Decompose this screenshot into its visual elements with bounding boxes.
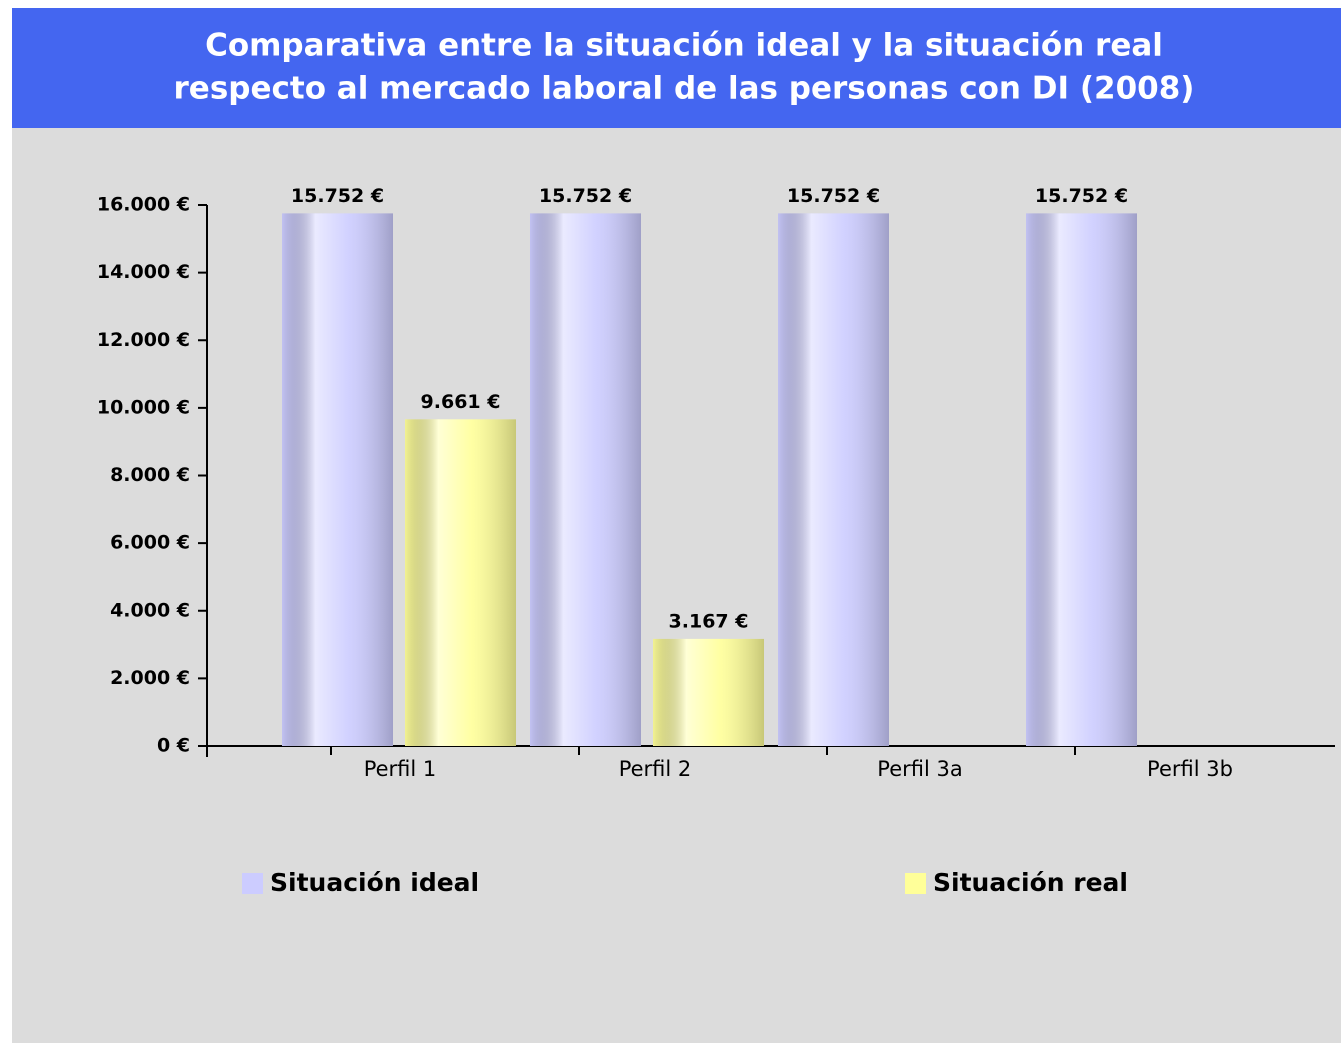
chart-title: Comparativa entre la situación ideal y l… bbox=[205, 28, 1163, 64]
legend-swatch bbox=[242, 873, 263, 894]
x-tick-label: Perfil 3a bbox=[877, 757, 962, 781]
data-label: 15.752 € bbox=[291, 185, 384, 207]
bar-shade bbox=[653, 638, 764, 746]
y-tick-label: 14.000 € bbox=[97, 261, 190, 283]
y-tick-label: 16.000 € bbox=[97, 194, 190, 216]
data-label: 3.167 € bbox=[669, 610, 749, 632]
bar-shade bbox=[1026, 213, 1137, 746]
bar-shade bbox=[282, 213, 393, 746]
data-label: 9.661 € bbox=[421, 391, 501, 413]
data-label: 15.752 € bbox=[787, 185, 880, 207]
legend-label: Situación ideal bbox=[270, 868, 479, 897]
x-ticks bbox=[330, 746, 1076, 755]
y-tick-label: 6.000 € bbox=[110, 532, 190, 554]
title-banner bbox=[12, 8, 1341, 128]
x-tick-label: Perfil 1 bbox=[364, 757, 437, 781]
data-label: 15.752 € bbox=[539, 185, 632, 207]
data-label: 15.752 € bbox=[1035, 185, 1128, 207]
y-tick-label: 0 € bbox=[157, 735, 190, 757]
chart-title: respecto al mercado laboral de las perso… bbox=[174, 71, 1195, 107]
y-tick-label: 12.000 € bbox=[97, 329, 190, 351]
y-tick-label: 4.000 € bbox=[110, 599, 190, 621]
legend-label: Situación real bbox=[933, 868, 1128, 897]
y-tick-label: 8.000 € bbox=[110, 464, 190, 486]
bar-shade bbox=[405, 419, 516, 746]
y-tick-label: 2.000 € bbox=[110, 667, 190, 689]
bar-shade bbox=[778, 213, 889, 746]
x-tick-label: Perfil 2 bbox=[619, 757, 692, 781]
chart-background bbox=[12, 8, 1341, 1043]
x-tick-label: Perfil 3b bbox=[1147, 757, 1233, 781]
y-tick-label: 10.000 € bbox=[97, 396, 190, 418]
bar-shade bbox=[530, 213, 641, 746]
legend-swatch bbox=[905, 873, 926, 894]
